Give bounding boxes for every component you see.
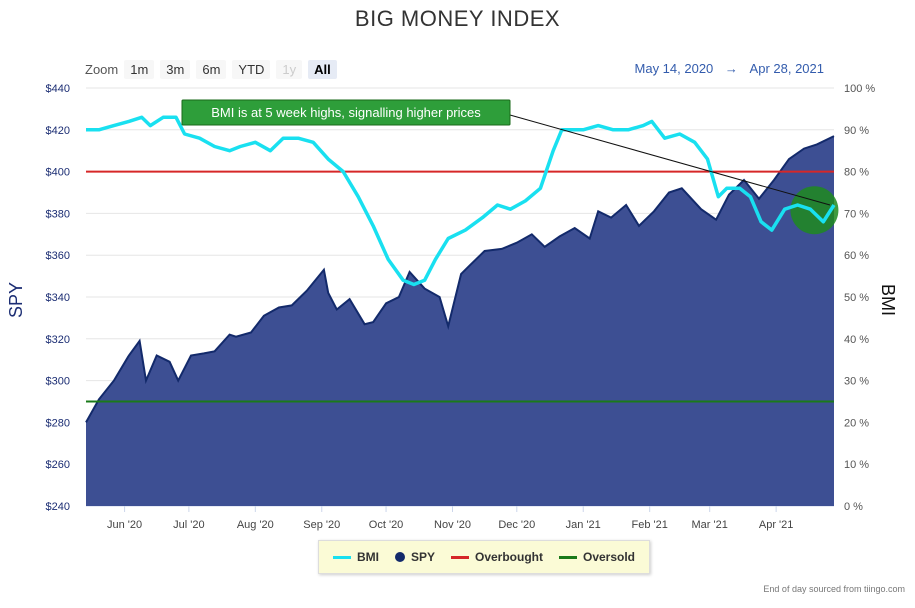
- y-left-tick-label: $400: [46, 167, 70, 179]
- annotation-box: [181, 99, 511, 126]
- x-tick-label: Sep '20: [303, 519, 340, 531]
- x-tick-label: Jul '20: [173, 519, 204, 531]
- legend-item-overbought[interactable]: Overbought: [450, 550, 543, 564]
- y-axis-right-ticks: 0 % 10 % 20 % 30 % 40 % 50 % 60 % 70 % 80 % 90 % 1…: [844, 83, 875, 513]
- x-tick-label: Dec '20: [498, 519, 535, 531]
- x-tick-label: Oct '20: [369, 519, 404, 531]
- date-range-to[interactable]: Apr 28, 2021: [749, 61, 824, 76]
- y-right-tick-label: 40 %: [844, 334, 869, 346]
- date-range-from[interactable]: May 14, 2020: [634, 61, 714, 76]
- y-right-tick-label: 0 %: [844, 501, 863, 513]
- y-left-tick-label: $420: [46, 125, 70, 137]
- y-left-tick-label: $260: [46, 459, 70, 471]
- x-tick-label: Nov '20: [434, 519, 471, 531]
- legend-item-bmi[interactable]: BMI: [332, 550, 379, 564]
- legend-swatch-bmi: [332, 555, 351, 559]
- y-left-tick-label: $360: [46, 250, 70, 262]
- zoom-ytd-button[interactable]: YTD: [232, 59, 271, 79]
- y-left-tick-label: $320: [46, 334, 70, 346]
- annotation-text: BMI is at 5 week highs, signalling highe…: [211, 105, 481, 120]
- y-right-tick-label: 70 %: [844, 208, 869, 220]
- x-tick-label: Jun '20: [107, 519, 142, 531]
- annotation-connector: [509, 114, 831, 206]
- zoom-3m-button[interactable]: 3m: [160, 59, 191, 79]
- legend: BMI SPY Overbought Oversold: [318, 540, 650, 574]
- annotation-callout: BMI is at 5 week highs, signalling highe…: [181, 99, 511, 126]
- spy-line: [85, 135, 835, 423]
- x-tick-label: Mar '21: [692, 519, 728, 531]
- x-axis-ticks: Jun '20 Jul '20 Aug '20 Sep '20 Oct '20 Nov '…: [107, 506, 793, 531]
- zoom-1m-button[interactable]: 1m: [124, 59, 155, 79]
- legend-label-spy: SPY: [410, 550, 435, 564]
- y-right-tick-label: 60 %: [844, 250, 869, 262]
- legend-item-spy[interactable]: SPY: [394, 550, 435, 564]
- plot-area: [85, 114, 839, 506]
- y-right-tick-label: 20 %: [844, 417, 869, 429]
- y-axis-right-title: BMI: [878, 284, 898, 316]
- zoom-all-button[interactable]: All: [308, 59, 337, 79]
- y-right-tick-label: 30 %: [844, 376, 869, 388]
- bmi-highlight-circle: [790, 186, 839, 235]
- zoom-label: Zoom: [85, 61, 119, 77]
- x-tick-label: Aug '20: [237, 519, 274, 531]
- y-left-tick-label: $280: [46, 417, 70, 429]
- x-tick-label: Jan '21: [566, 519, 601, 531]
- zoom-bar: Zoom 1m 3m 6m YTD 1y All: [85, 58, 343, 80]
- zoom-6m-button[interactable]: 6m: [196, 59, 227, 79]
- date-range-arrow: →: [724, 61, 738, 76]
- y-right-tick-label: 50 %: [844, 292, 869, 304]
- y-axis-left-title: SPY: [6, 282, 26, 318]
- legend-item-oversold[interactable]: Oversold: [558, 550, 636, 564]
- date-range[interactable]: May 14, 2020 → Apr 28, 2021: [631, 61, 828, 76]
- x-tick-label: Feb '21: [631, 519, 667, 531]
- y-left-tick-label: $300: [46, 376, 70, 388]
- legend-swatch-oversold: [558, 555, 577, 559]
- y-right-tick-label: 90 %: [844, 125, 869, 137]
- y-axis-left-ticks: $240 $260 $280 $300 $320 $340 $360 $380 $400 $420…: [46, 83, 70, 513]
- legend-label-overbought: Overbought: [474, 550, 543, 564]
- spy-area: [86, 136, 834, 506]
- zoom-1y-button[interactable]: 1y: [276, 59, 303, 79]
- data-source-credit: End of day sourced from tiingo.com: [763, 584, 905, 594]
- y-right-tick-label: 10 %: [844, 459, 869, 471]
- chart-title: BIG MONEY INDEX: [354, 6, 561, 31]
- legend-label-bmi: BMI: [356, 550, 379, 564]
- x-tick-label: Apr '21: [759, 519, 794, 531]
- legend-swatch-spy: [394, 552, 405, 562]
- bmi-line: [86, 115, 836, 287]
- y-left-tick-label: $380: [46, 208, 70, 220]
- y-left-tick-label: $440: [46, 83, 70, 95]
- y-right-tick-label: 100 %: [844, 83, 875, 95]
- legend-swatch-overbought: [450, 555, 469, 559]
- y-left-tick-label: $240: [46, 501, 70, 513]
- y-left-tick-label: $340: [46, 292, 70, 304]
- legend-label-oversold: Oversold: [582, 550, 636, 564]
- y-right-tick-label: 80 %: [844, 167, 869, 179]
